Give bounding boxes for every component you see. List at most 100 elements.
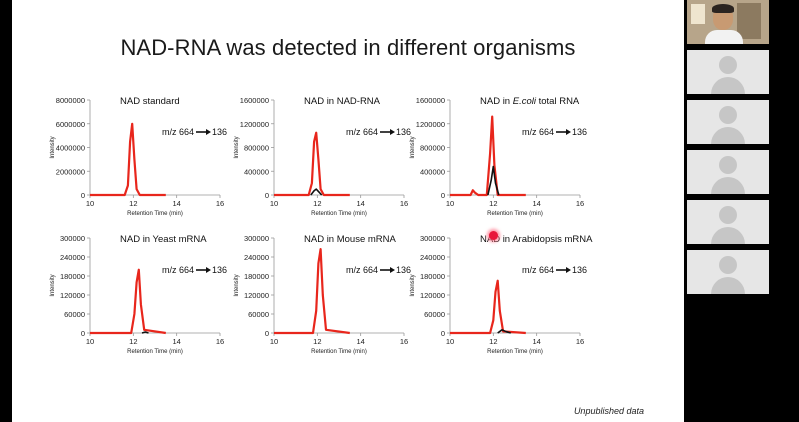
- x-tick-label: 14: [532, 337, 540, 346]
- avatar-head-icon: [719, 206, 737, 224]
- chromatogram-chart-6: 0 60000 120000 180000 240000 300000 10 12 14 16 Re…: [410, 234, 593, 355]
- mz-product-label: 136: [572, 127, 587, 137]
- x-axis-label: Retention Time (min): [311, 349, 367, 355]
- avatar-body-icon: [711, 177, 745, 194]
- unpublished-note: Unpublished data: [573, 406, 644, 416]
- x-tick-label: 12: [129, 199, 137, 208]
- avatar-body-icon: [711, 77, 745, 94]
- chromatogram-chart-3: 0 400000 800000 1200000 1600000 10 12 14 16 Reten…: [410, 96, 587, 217]
- x-axis-label: Retention Time (min): [487, 349, 543, 355]
- mz-product-label: 136: [212, 127, 227, 137]
- y-tick-label: 1600000: [240, 96, 269, 105]
- participant-strip: [684, 0, 799, 422]
- speaker-body: [705, 30, 743, 44]
- video-background-door: [737, 3, 761, 39]
- slide-title: NAD-RNA was detected in different organi…: [120, 35, 576, 60]
- mz-transition-label: m/z 664: [346, 127, 378, 137]
- y-tick-label: 800000: [420, 144, 445, 153]
- y-tick-label: 2000000: [56, 167, 85, 176]
- y-tick-label: 1600000: [416, 96, 445, 105]
- y-tick-label: 0: [441, 329, 445, 338]
- chromatogram-chart-5: 0 60000 120000 180000 240000 300000 10 12 14 16 Re…: [234, 234, 411, 355]
- y-tick-label: 800000: [244, 144, 269, 153]
- y-tick-label: 400000: [244, 167, 269, 176]
- x-tick-label: 10: [270, 199, 278, 208]
- y-tick-label: 0: [441, 191, 445, 200]
- y-tick-label: 240000: [60, 253, 85, 262]
- x-tick-label: 12: [129, 337, 137, 346]
- mz-product-label: 136: [396, 265, 411, 275]
- y-tick-label: 240000: [420, 253, 445, 262]
- chromatogram-trace: [274, 248, 350, 335]
- chart-title: NAD in E.coli total RNA: [480, 96, 580, 107]
- chart-title: NAD standard: [120, 96, 180, 107]
- mz-transition-label: m/z 664: [522, 265, 554, 275]
- x-tick-label: 10: [446, 337, 454, 346]
- y-axis-label: Intensity: [234, 136, 240, 158]
- avatar-body-icon: [711, 127, 745, 144]
- x-tick-label: 16: [400, 337, 408, 346]
- x-tick-label: 12: [489, 337, 497, 346]
- chromatogram-trace: [487, 165, 500, 196]
- video-background-light: [691, 4, 705, 24]
- x-tick-label: 10: [270, 337, 278, 346]
- x-tick-label: 16: [576, 199, 584, 208]
- y-tick-label: 4000000: [56, 144, 85, 153]
- y-axis-label: Intensity: [234, 274, 240, 296]
- participant-tile-video[interactable]: [687, 0, 769, 44]
- participant-tile[interactable]: [687, 200, 769, 244]
- chart-title: NAD in Mouse mRNA: [304, 234, 397, 245]
- mz-transition-label: m/z 664: [346, 265, 378, 275]
- chromatogram-chart-2: 0 400000 800000 1200000 1600000 10 12 14 16 Reten…: [234, 96, 411, 217]
- chart-title: NAD in Yeast mRNA: [120, 234, 207, 245]
- avatar-body-icon: [711, 227, 745, 244]
- y-tick-label: 180000: [420, 272, 445, 281]
- arrow-head-icon: [390, 129, 395, 135]
- participant-tile[interactable]: [687, 250, 769, 294]
- x-tick-label: 16: [576, 337, 584, 346]
- avatar-head-icon: [719, 156, 737, 174]
- participant-tile[interactable]: [687, 100, 769, 144]
- y-tick-label: 300000: [60, 234, 85, 243]
- chart-title: NAD in Arabidopsis mRNA: [480, 234, 593, 245]
- y-tick-label: 120000: [60, 291, 85, 300]
- avatar-head-icon: [719, 56, 737, 74]
- x-axis-label: Retention Time (min): [127, 211, 183, 217]
- x-tick-label: 12: [313, 199, 321, 208]
- participant-tile[interactable]: [687, 50, 769, 94]
- chromatogram-chart-1: 0 2000000 4000000 6000000 8000000 10 12 14 16 Ret…: [50, 96, 227, 217]
- mz-transition-label: m/z 664: [162, 127, 194, 137]
- y-tick-label: 120000: [244, 291, 269, 300]
- y-tick-label: 0: [81, 329, 85, 338]
- presentation-slide: NAD-RNA was detected in different organi…: [12, 0, 684, 422]
- x-tick-label: 14: [356, 337, 364, 346]
- y-tick-label: 300000: [420, 234, 445, 243]
- mz-product-label: 136: [572, 265, 587, 275]
- participant-tile[interactable]: [687, 150, 769, 194]
- y-axis-label: Intensity: [410, 136, 416, 158]
- y-tick-label: 1200000: [240, 120, 269, 129]
- x-tick-label: 12: [489, 199, 497, 208]
- chromatogram-trace: [90, 268, 166, 335]
- x-axis-label: Retention Time (min): [487, 211, 543, 217]
- arrow-head-icon: [390, 267, 395, 273]
- y-tick-label: 60000: [248, 310, 269, 319]
- mz-product-label: 136: [212, 265, 227, 275]
- mz-transition-label: m/z 664: [522, 127, 554, 137]
- chromatogram-trace: [141, 331, 149, 334]
- x-tick-label: 12: [313, 337, 321, 346]
- arrow-head-icon: [206, 129, 211, 135]
- avatar-head-icon: [719, 106, 737, 124]
- chromatogram-trace: [497, 329, 511, 334]
- y-tick-label: 0: [265, 191, 269, 200]
- x-tick-label: 16: [216, 337, 224, 346]
- y-tick-label: 180000: [244, 272, 269, 281]
- chart-title-prefix: NAD in: [480, 96, 513, 107]
- chromatogram-chart-4: 0 60000 120000 180000 240000 300000 10 12 14 16 Re…: [50, 234, 227, 355]
- chart-title: NAD in NAD-RNA: [304, 96, 381, 107]
- arrow-head-icon: [566, 267, 571, 273]
- chromatogram-trace: [274, 131, 350, 197]
- x-tick-label: 10: [446, 199, 454, 208]
- arrow-head-icon: [566, 129, 571, 135]
- y-tick-label: 0: [81, 191, 85, 200]
